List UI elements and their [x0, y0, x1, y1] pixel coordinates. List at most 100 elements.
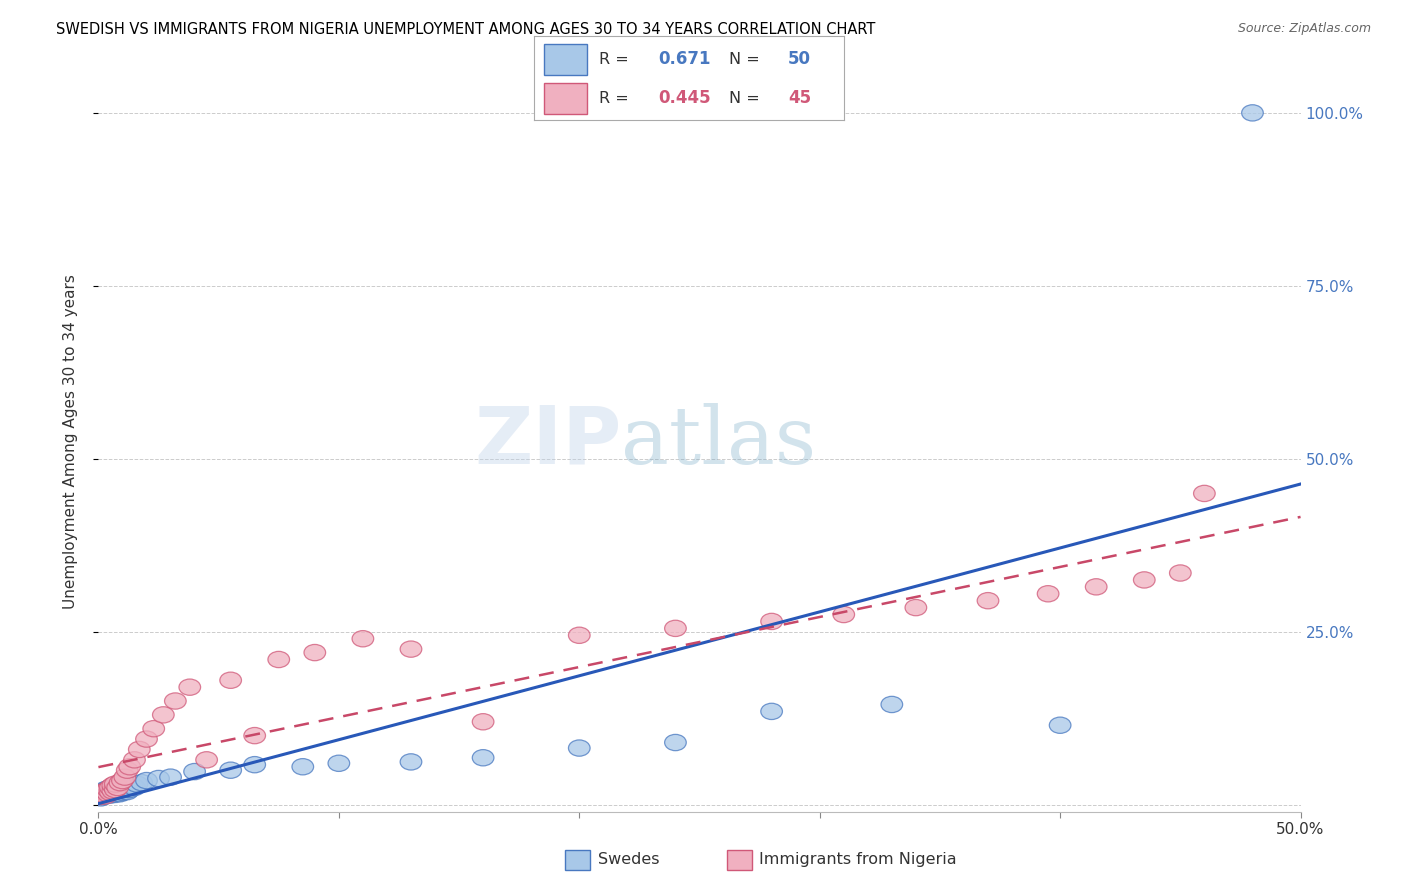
Ellipse shape: [111, 772, 134, 789]
Ellipse shape: [117, 783, 138, 800]
Text: SWEDISH VS IMMIGRANTS FROM NIGERIA UNEMPLOYMENT AMONG AGES 30 TO 34 YEARS CORREL: SWEDISH VS IMMIGRANTS FROM NIGERIA UNEMP…: [56, 22, 876, 37]
FancyBboxPatch shape: [727, 850, 752, 870]
Text: N =: N =: [730, 91, 765, 106]
FancyBboxPatch shape: [544, 44, 586, 75]
Ellipse shape: [219, 672, 242, 689]
Ellipse shape: [93, 786, 114, 803]
Ellipse shape: [568, 627, 591, 643]
Ellipse shape: [121, 777, 143, 794]
Ellipse shape: [304, 644, 326, 661]
Ellipse shape: [90, 789, 111, 805]
Ellipse shape: [1038, 586, 1059, 602]
Ellipse shape: [104, 783, 127, 800]
Ellipse shape: [148, 771, 169, 787]
Ellipse shape: [243, 728, 266, 744]
Ellipse shape: [977, 592, 998, 609]
Ellipse shape: [110, 783, 131, 799]
Ellipse shape: [100, 787, 121, 804]
Ellipse shape: [127, 776, 148, 792]
Ellipse shape: [195, 752, 218, 768]
Ellipse shape: [243, 756, 266, 772]
Ellipse shape: [120, 758, 141, 775]
Ellipse shape: [1170, 565, 1191, 582]
Ellipse shape: [832, 607, 855, 623]
Ellipse shape: [97, 786, 120, 802]
Ellipse shape: [761, 614, 782, 630]
Ellipse shape: [328, 756, 350, 772]
Ellipse shape: [401, 754, 422, 770]
Ellipse shape: [128, 741, 150, 757]
Ellipse shape: [100, 782, 121, 798]
Text: Source: ZipAtlas.com: Source: ZipAtlas.com: [1237, 22, 1371, 36]
Ellipse shape: [94, 781, 117, 797]
Text: R =: R =: [599, 52, 634, 67]
Text: N =: N =: [730, 52, 765, 67]
Ellipse shape: [152, 706, 174, 723]
FancyBboxPatch shape: [544, 83, 586, 113]
Ellipse shape: [104, 781, 127, 797]
Ellipse shape: [117, 762, 138, 779]
Ellipse shape: [103, 786, 124, 802]
Ellipse shape: [104, 786, 127, 803]
Ellipse shape: [665, 620, 686, 637]
Ellipse shape: [124, 752, 145, 768]
Ellipse shape: [114, 783, 136, 799]
Ellipse shape: [352, 631, 374, 647]
Ellipse shape: [568, 740, 591, 756]
Ellipse shape: [97, 783, 120, 800]
Ellipse shape: [136, 731, 157, 747]
Ellipse shape: [107, 785, 128, 801]
Ellipse shape: [103, 783, 124, 799]
Ellipse shape: [103, 777, 124, 794]
FancyBboxPatch shape: [565, 850, 591, 870]
Ellipse shape: [120, 781, 141, 797]
Ellipse shape: [114, 780, 136, 797]
Text: 50: 50: [787, 51, 811, 69]
Ellipse shape: [110, 786, 131, 802]
Ellipse shape: [100, 784, 121, 800]
Ellipse shape: [131, 774, 152, 791]
Ellipse shape: [882, 697, 903, 713]
Ellipse shape: [93, 784, 114, 800]
Ellipse shape: [143, 721, 165, 737]
Ellipse shape: [103, 780, 124, 797]
Ellipse shape: [100, 784, 121, 800]
Ellipse shape: [104, 780, 127, 797]
Ellipse shape: [292, 758, 314, 775]
Ellipse shape: [269, 651, 290, 667]
Text: 0.445: 0.445: [658, 89, 710, 107]
Ellipse shape: [103, 783, 124, 799]
Ellipse shape: [136, 772, 157, 789]
Ellipse shape: [97, 781, 120, 797]
Ellipse shape: [179, 679, 201, 696]
Ellipse shape: [90, 789, 111, 806]
Ellipse shape: [104, 776, 127, 792]
Text: Immigrants from Nigeria: Immigrants from Nigeria: [759, 853, 957, 867]
Ellipse shape: [160, 769, 181, 785]
Text: atlas: atlas: [621, 402, 817, 481]
Ellipse shape: [114, 769, 136, 785]
Text: 0.671: 0.671: [658, 51, 710, 69]
Ellipse shape: [1085, 579, 1107, 595]
Ellipse shape: [1049, 717, 1071, 733]
Ellipse shape: [94, 783, 117, 799]
Ellipse shape: [761, 703, 782, 720]
Ellipse shape: [97, 786, 120, 802]
Ellipse shape: [1133, 572, 1156, 588]
Text: 45: 45: [787, 89, 811, 107]
Ellipse shape: [107, 780, 128, 796]
Ellipse shape: [94, 786, 117, 803]
Text: Swedes: Swedes: [598, 853, 659, 867]
Ellipse shape: [165, 693, 186, 709]
Ellipse shape: [100, 780, 121, 796]
Ellipse shape: [1241, 104, 1263, 121]
Ellipse shape: [124, 780, 145, 796]
Text: R =: R =: [599, 91, 634, 106]
Ellipse shape: [472, 749, 494, 766]
Ellipse shape: [94, 783, 117, 799]
Ellipse shape: [184, 764, 205, 780]
Ellipse shape: [905, 599, 927, 615]
Ellipse shape: [1194, 485, 1215, 501]
Text: ZIP: ZIP: [474, 402, 621, 481]
Ellipse shape: [107, 782, 128, 798]
